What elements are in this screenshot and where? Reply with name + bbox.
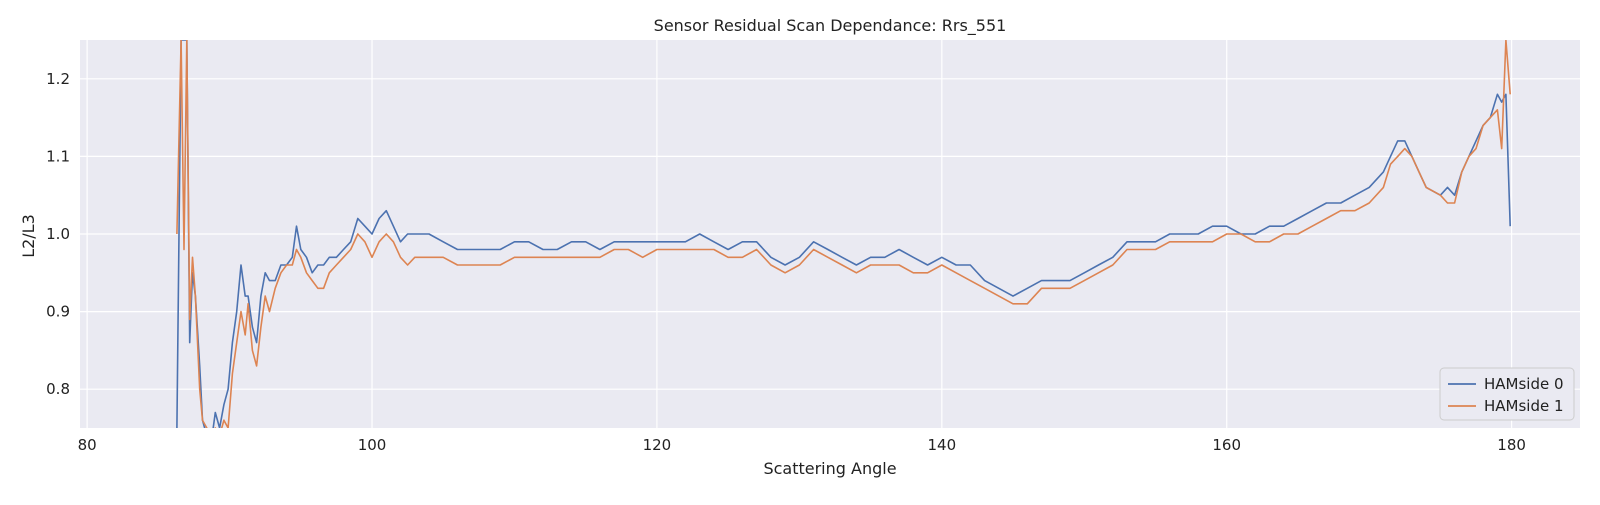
series-lines [176,40,1511,428]
y-tick-label: 1.0 [46,225,70,243]
x-tick-label: 160 [1212,436,1241,454]
legend: HAMside 0 HAMside 1 [1439,367,1575,421]
x-tick-label: 180 [1497,436,1526,454]
chart-title: Sensor Residual Scan Dependance: Rrs_551 [654,16,1007,36]
axis-ticks: 80 100 120 140 160 180 0.8 0.9 1.0 1.1 1.2 [46,70,1526,454]
x-tick-label: 140 [928,436,957,454]
series-line-hamside-0 [176,40,1511,428]
x-tick-label: 100 [358,436,387,454]
legend-label: HAMside 1 [1484,397,1564,415]
grid-lines [80,40,1580,428]
x-tick-label: 120 [643,436,672,454]
legend-box [1439,367,1575,421]
y-tick-label: 1.1 [46,147,70,165]
y-tick-label: 0.8 [46,380,70,398]
y-tick-label: 1.2 [46,70,70,88]
x-tick-label: 80 [78,436,97,454]
series-line-hamside-1 [176,40,1511,428]
y-axis-title: L2/L3 [19,214,38,258]
legend-label: HAMside 0 [1484,375,1564,393]
x-axis-title: Scattering Angle [763,459,896,478]
y-tick-label: 0.9 [46,303,70,321]
